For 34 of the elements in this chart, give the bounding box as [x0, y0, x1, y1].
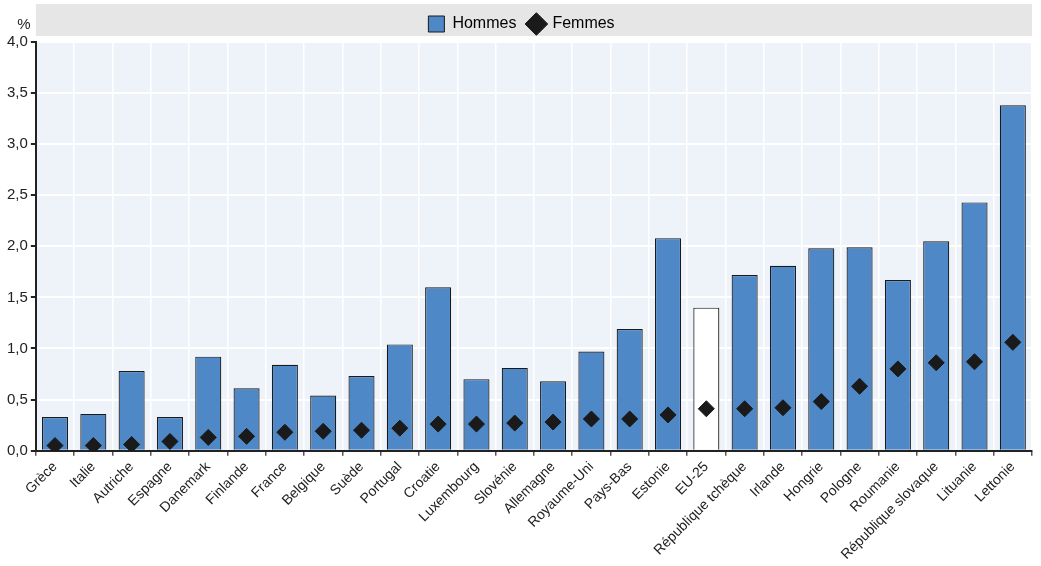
y-tick-label: 4,0: [6, 32, 28, 50]
y-tick-label: 2,0: [6, 236, 28, 254]
point: [429, 415, 447, 433]
y-axis-title: %: [17, 14, 31, 32]
point: [582, 410, 600, 428]
y-tick-label: 3,5: [6, 83, 28, 101]
point: [391, 419, 409, 437]
legend-label: Hommes: [452, 14, 517, 32]
point: [659, 406, 677, 424]
point: [353, 421, 371, 439]
point: [774, 399, 792, 417]
y-tick-label: 3,0: [6, 134, 28, 152]
point: [84, 437, 102, 451]
y-tick-label: 1,0: [6, 338, 28, 356]
point: [851, 377, 869, 395]
y-tick-label: 1,5: [6, 287, 28, 305]
point: [506, 414, 524, 432]
point: [889, 360, 907, 378]
legend-label: Femmes: [552, 14, 615, 32]
point: [1004, 333, 1022, 351]
point: [238, 427, 256, 445]
y-tick-label: 2,5: [6, 185, 28, 203]
y-tick-label: 0,5: [6, 389, 28, 407]
point: [697, 400, 715, 418]
point: [812, 393, 830, 411]
point: [199, 428, 217, 446]
point: [276, 423, 294, 441]
point: [621, 410, 639, 428]
y-tick-label: 0,0: [6, 440, 28, 458]
point: [736, 400, 754, 418]
point: [966, 353, 984, 371]
point: [46, 437, 64, 451]
point: [123, 436, 141, 451]
point: [927, 354, 945, 372]
